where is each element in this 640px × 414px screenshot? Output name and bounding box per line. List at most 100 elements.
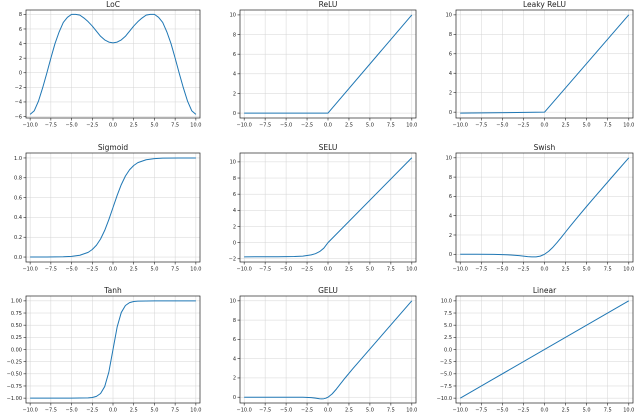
y-tick-label: 8: [233, 318, 236, 324]
y-tick-label: 6: [233, 192, 236, 198]
x-tick-label: 10.0: [406, 123, 417, 129]
y-tick-label: 10: [230, 299, 236, 305]
x-tick-label: 7.5: [387, 408, 395, 414]
y-tick-label: −2: [229, 257, 236, 263]
x-tick-label: 2.5: [562, 123, 570, 129]
x-tick-label: −5.0: [65, 123, 77, 129]
x-tick-label: 2.5: [130, 408, 138, 414]
y-tick-label: 0: [19, 71, 22, 77]
x-tick-label: −7.5: [45, 408, 57, 414]
subplot-title: SELU: [319, 143, 338, 152]
y-tick-label: 2: [19, 56, 22, 62]
x-tick-label: −5.0: [65, 408, 77, 414]
y-tick-label: −5.0: [440, 372, 452, 378]
y-tick-label: 8: [449, 175, 452, 181]
y-tick-label: 6: [233, 52, 236, 58]
x-tick-label: −7.5: [259, 408, 271, 414]
y-tick-label: 0.0: [14, 255, 22, 261]
x-tick-label: −5.0: [280, 123, 292, 129]
x-tick-label: 5.0: [366, 267, 374, 273]
y-tick-label: 10: [446, 156, 452, 162]
x-tick-label: 0.0: [109, 123, 117, 129]
x-tick-label: −5.0: [65, 267, 77, 273]
x-tick-label: 10.0: [190, 267, 201, 273]
x-tick-label: 10.0: [406, 267, 417, 273]
x-tick-label: 7.5: [604, 408, 612, 414]
x-tick-label: −7.5: [45, 267, 57, 273]
x-tick-label: −2.5: [517, 123, 529, 129]
x-tick-label: 5.0: [150, 267, 158, 273]
x-tick-label: 5.0: [583, 123, 591, 129]
y-tick-label: 2: [233, 91, 236, 97]
x-tick-label: 10.0: [190, 408, 201, 414]
series-line-swish: [460, 157, 630, 258]
y-tick-label: 6: [449, 194, 452, 200]
y-tick-label: −6: [15, 114, 22, 120]
y-tick-label: −0.25: [7, 359, 22, 365]
series-line-relu: [244, 14, 413, 114]
series-line-loc: [29, 13, 197, 115]
x-tick-label: 10.0: [406, 408, 417, 414]
y-tick-label: 2: [449, 233, 452, 239]
series-line-leaky-relu: [460, 14, 630, 114]
x-tick-label: −10.0: [237, 123, 252, 129]
subplot-gelu: −10.0 −7.5 −5.0 −2.5 0.0 2.5 5.0 7.5 10.0 0 2 4 6 8 10…: [230, 286, 418, 414]
x-tick-label: 7.5: [171, 408, 179, 414]
y-tick-label: 8: [19, 12, 22, 18]
series-line-sigmoid: [30, 157, 196, 258]
y-tick-label: 0.50: [11, 323, 22, 329]
subplot-title: Sigmoid: [98, 143, 129, 152]
y-tick-label: 8: [233, 176, 236, 182]
x-tick-label: −7.5: [475, 408, 487, 414]
subplot-title: LoC: [106, 0, 120, 9]
y-tick-label: 0.4: [14, 215, 22, 221]
series-line-selu: [244, 157, 413, 258]
x-tick-label: −10.0: [453, 408, 468, 414]
x-tick-label: 0.0: [324, 408, 332, 414]
x-tick-label: 10.0: [623, 408, 634, 414]
x-tick-label: −2.5: [301, 408, 313, 414]
x-tick-label: −10.0: [22, 267, 37, 273]
x-tick-label: −10.0: [453, 267, 468, 273]
x-tick-label: −5.0: [496, 267, 508, 273]
x-tick-label: −7.5: [45, 123, 57, 129]
x-tick-label: 7.5: [387, 123, 395, 129]
y-tick-label: −10.0: [437, 396, 452, 402]
x-tick-label: −2.5: [86, 408, 98, 414]
x-tick-label: 7.5: [171, 267, 179, 273]
x-tick-label: 2.5: [130, 123, 138, 129]
subplot-title: Swish: [534, 143, 556, 152]
subplot-leaky-relu: −10.0 −7.5 −5.0 −2.5 0.0 2.5 5.0 7.5 10.0 0 2 4 6 8 10…: [446, 0, 635, 129]
y-tick-label: 2: [233, 376, 236, 382]
x-tick-label: 10.0: [623, 267, 634, 273]
y-tick-label: 7.5: [444, 311, 452, 317]
y-tick-label: 0: [233, 395, 236, 401]
x-tick-label: −5.0: [280, 408, 292, 414]
y-tick-label: 0: [449, 252, 452, 258]
y-tick-label: −4: [15, 100, 22, 106]
series-line-linear: [459, 300, 630, 399]
x-tick-label: 7.5: [604, 123, 612, 129]
x-tick-label: −7.5: [259, 123, 271, 129]
subplot-title: ReLU: [319, 0, 338, 9]
x-tick-label: 5.0: [583, 408, 591, 414]
y-tick-label: −2: [15, 85, 22, 91]
y-tick-label: 0: [233, 240, 236, 246]
x-tick-label: −2.5: [301, 267, 313, 273]
y-tick-label: 8: [449, 32, 452, 38]
x-tick-label: −2.5: [86, 123, 98, 129]
subplot-relu: −10.0 −7.5 −5.0 −2.5 0.0 2.5 5.0 7.5 10.0 0 2 4 6 8 10…: [230, 0, 418, 129]
subplot-loc: −10.0 −7.5 −5.0 −2.5 0.0 2.5 5.0 7.5 10.0 −6 −4 −2 0…: [15, 0, 202, 129]
y-tick-label: 6: [233, 337, 236, 343]
x-tick-label: 7.5: [171, 123, 179, 129]
series-line-tanh: [30, 300, 196, 399]
x-tick-label: −7.5: [475, 267, 487, 273]
x-tick-label: 5.0: [583, 267, 591, 273]
y-tick-label: 10.0: [441, 299, 452, 305]
y-tick-label: 4: [19, 41, 22, 47]
x-tick-label: 2.5: [562, 408, 570, 414]
x-tick-label: −2.5: [86, 267, 98, 273]
x-tick-label: 5.0: [150, 123, 158, 129]
x-tick-label: −2.5: [517, 408, 529, 414]
y-tick-label: 0.0: [444, 347, 452, 353]
